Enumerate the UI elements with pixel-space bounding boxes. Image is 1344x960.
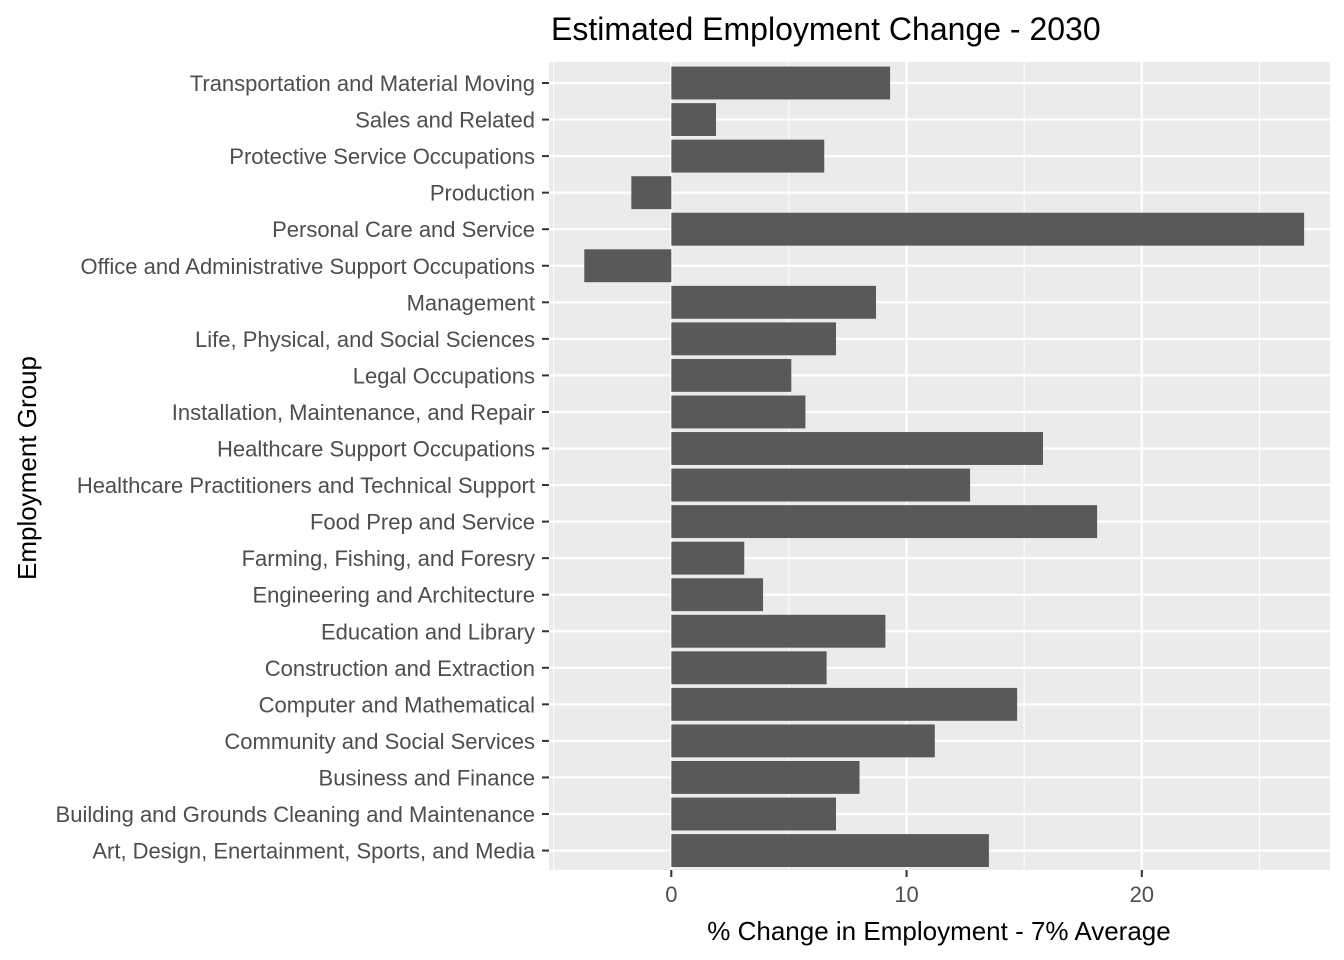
bar: [671, 285, 876, 319]
bar: [671, 797, 836, 831]
y-tick-label: Art, Design, Enertainment, Sports, and M…: [92, 839, 535, 864]
y-tick-label: Transportation and Material Moving: [190, 71, 535, 96]
bar: [671, 614, 886, 648]
y-tick-label: Construction and Extraction: [265, 656, 535, 681]
bar: [671, 468, 971, 502]
chart-title: Estimated Employment Change - 2030: [551, 11, 1101, 47]
bar: [671, 432, 1044, 465]
x-tick-label: 10: [894, 882, 918, 907]
bar: [671, 578, 764, 612]
y-tick-label: Production: [430, 181, 535, 206]
bar: [671, 724, 935, 758]
bar: [671, 66, 891, 100]
bar: [671, 505, 1098, 539]
bar: [671, 358, 792, 392]
x-axis-title: % Change in Employment - 7% Average: [707, 916, 1170, 946]
y-tick-label: Installation, Maintenance, and Repair: [172, 400, 535, 425]
bar: [584, 249, 672, 283]
y-tick-label: Engineering and Architecture: [252, 583, 535, 608]
y-tick-label: Healthcare Practitioners and Technical S…: [77, 473, 535, 498]
bar: [671, 212, 1305, 246]
y-tick-label: Business and Finance: [319, 765, 535, 790]
bar: [671, 834, 989, 867]
bars: [584, 66, 1305, 867]
bar: [671, 395, 806, 429]
y-tick-label: Management: [407, 290, 535, 315]
y-tick-label: Life, Physical, and Social Sciences: [195, 327, 535, 352]
x-tick-label: 20: [1130, 882, 1154, 907]
y-tick-label: Farming, Fishing, and Foresry: [242, 546, 535, 571]
bar: [671, 103, 717, 136]
y-tick-label: Education and Library: [321, 619, 535, 644]
y-axis-ticks: Transportation and Material Moving Sales …: [56, 71, 549, 864]
x-tick-label: 0: [665, 882, 677, 907]
y-tick-label: Protective Service Occupations: [229, 144, 535, 169]
y-tick-label: Food Prep and Service: [310, 510, 535, 535]
y-axis-title: Employment Group: [12, 356, 42, 580]
bar: [671, 322, 836, 356]
bar: [671, 541, 745, 575]
y-tick-label: Sales and Related: [355, 108, 535, 133]
bar: [671, 761, 860, 794]
y-tick-label: Personal Care and Service: [272, 217, 535, 242]
bar: [671, 139, 825, 173]
y-tick-label: Building and Grounds Cleaning and Mainte…: [56, 802, 535, 827]
bar: [671, 687, 1018, 721]
bar: [671, 651, 827, 685]
y-tick-label: Legal Occupations: [353, 363, 535, 388]
bar: [631, 176, 672, 210]
y-tick-label: Computer and Mathematical: [259, 692, 535, 717]
x-axis-ticks: 0 10 20: [665, 870, 1154, 907]
y-tick-label: Healthcare Support Occupations: [217, 437, 535, 462]
y-tick-label: Office and Administrative Support Occupa…: [80, 254, 535, 279]
y-tick-label: Community and Social Services: [224, 729, 535, 754]
